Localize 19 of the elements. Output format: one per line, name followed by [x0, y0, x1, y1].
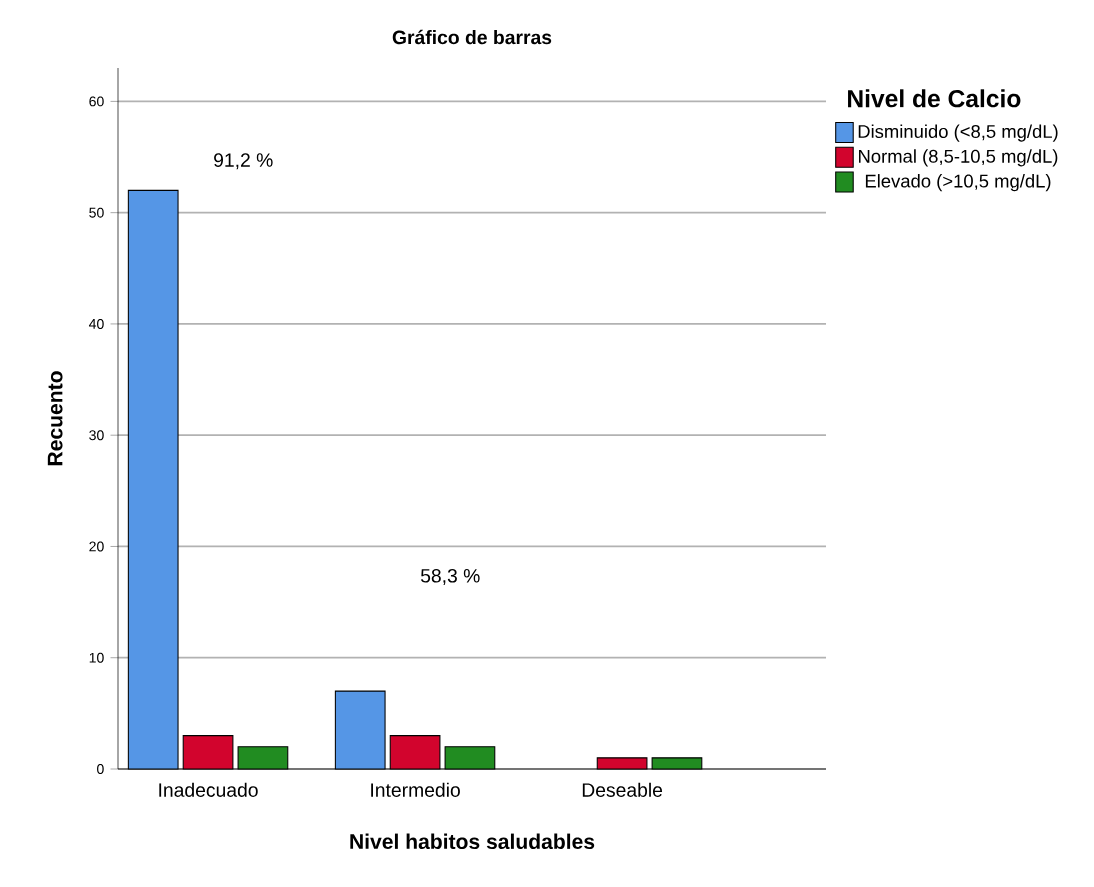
- y-tick-label: 40: [88, 318, 104, 329]
- y-tick-label: 30: [89, 430, 104, 441]
- x-tick-label: Inadecuado: [159, 782, 258, 797]
- annotation: 58,3 %: [420, 568, 480, 585]
- y-tick-label: 60: [89, 96, 104, 107]
- legend-label: Elevado (>10,5 mg/dL): [865, 174, 1051, 192]
- y-tick-label: 0: [97, 764, 104, 774]
- y-axis-title: Recuento: [47, 371, 63, 466]
- legend-label: Disminuido (<8,5 mg/dL): [858, 124, 1058, 142]
- x-tick-label: Deseable: [582, 782, 663, 797]
- y-tick-label: 10: [89, 652, 104, 663]
- x-axis-title: Nivel habitos saludables: [350, 833, 595, 850]
- legend-title: Nivel de Calcio: [848, 89, 1021, 108]
- chart-title: Gráfico de barras: [392, 29, 552, 45]
- annotation: 91,2 %: [214, 153, 273, 170]
- legend-label: Normal (8,5-10,5 mg/dL): [859, 149, 1058, 167]
- y-tick-label: 50: [89, 207, 104, 218]
- y-tick-label: 20: [89, 541, 104, 552]
- x-tick-label: Intermedio: [371, 782, 460, 797]
